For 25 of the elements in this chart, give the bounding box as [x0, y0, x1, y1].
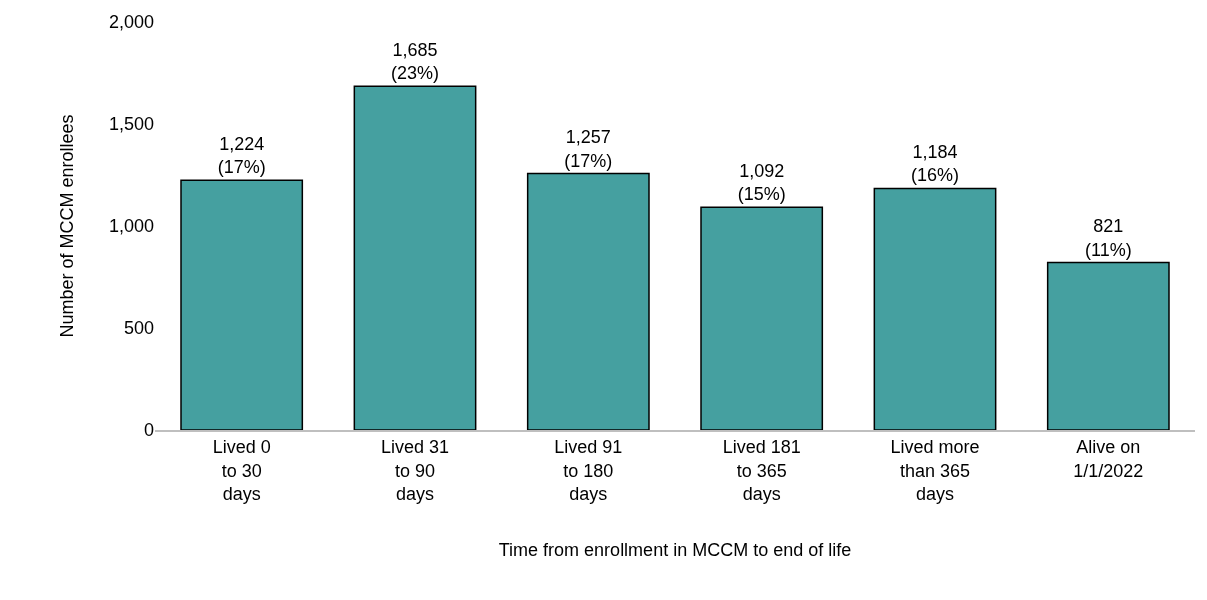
data-label: 1,092 (15%) — [737, 160, 786, 205]
x-tick-label: Lived 181 to 365 days — [722, 437, 801, 504]
x-tick-label: Lived 0 to 30 days — [212, 437, 271, 504]
x-tick-label: Lived more than 365 days — [890, 437, 980, 504]
bar — [526, 172, 650, 430]
data-label: 1,257 (17%) — [564, 127, 613, 171]
bar — [700, 206, 824, 430]
data-label: 1,224 (17%) — [217, 133, 266, 178]
y-tick-label: 1,500 — [108, 114, 154, 135]
y-tick-label: 2,000 — [108, 12, 154, 33]
bar — [353, 85, 477, 430]
data-label: 1,685 (23%) — [390, 39, 440, 84]
bar — [180, 179, 304, 430]
bar — [873, 187, 997, 430]
x-tick-label: Alive on 1/1/2022 — [1073, 437, 1144, 481]
x-tick-label: Lived 91 to 180 days — [554, 437, 623, 504]
bar — [1046, 261, 1170, 430]
x-tick-label: Lived 31 to 90 days — [380, 437, 450, 504]
y-axis-title: Number of MCCM enrollees — [57, 114, 78, 338]
data-label: 1,184 (16%) — [910, 142, 960, 186]
data-label: 821 (11%) — [1084, 216, 1132, 260]
y-tick-label: 500 — [123, 318, 154, 339]
y-tick-label: 0 — [143, 420, 154, 441]
x-axis-title: Time from enrollment in MCCM to end of life — [498, 539, 852, 560]
y-tick-label: 1,000 — [108, 216, 154, 237]
